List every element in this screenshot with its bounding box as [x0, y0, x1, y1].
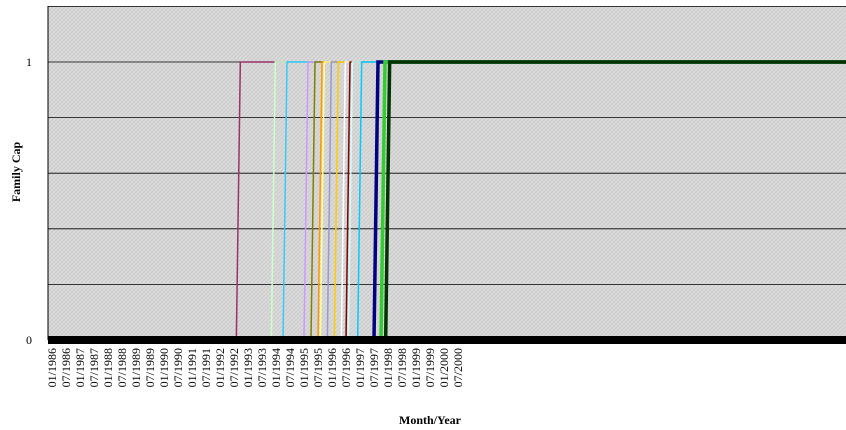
- x-axis-title: Month/Year: [399, 413, 462, 427]
- y-tick-label: 0: [26, 333, 32, 347]
- x-tick-label: 07/1999: [423, 348, 437, 387]
- x-tick-labels: 01/1986 07/1986 01/1987 07/1987 01/1988 07/19…: [45, 340, 465, 387]
- x-tick-label: 01/2000: [437, 348, 451, 387]
- x-tick-label: 01/1987: [73, 348, 87, 387]
- x-tick-label: 07/1992: [227, 348, 241, 387]
- x-tick-label: 01/1996: [325, 348, 339, 387]
- x-tick-label: 07/1991: [199, 348, 213, 387]
- x-tick-label: 07/1990: [171, 348, 185, 387]
- x-tick-label: 01/1994: [269, 348, 283, 387]
- x-tick-label: 07/1996: [339, 348, 353, 387]
- x-tick-label: 07/1989: [143, 348, 157, 387]
- series-layer: [235, 60, 846, 341]
- x-tick-label: 01/1991: [185, 348, 199, 387]
- x-tick-label: 07/1986: [59, 348, 73, 387]
- x-tick-label: 01/1989: [129, 348, 143, 387]
- x-tick-label: 01/1988: [101, 348, 115, 387]
- x-tick-label: 07/1987: [87, 348, 101, 387]
- y-tick-label: 1: [26, 55, 32, 69]
- x-tick-label: 07/1988: [115, 348, 129, 387]
- x-tick-label: 07/1997: [367, 348, 381, 387]
- y-axis-title: Family Cap: [9, 142, 23, 203]
- x-tick-label: 07/1994: [283, 348, 297, 387]
- x-tick-label: 01/1993: [241, 348, 255, 387]
- x-tick-label: 01/1998: [381, 348, 395, 387]
- x-tick-label: 07/2000: [451, 348, 465, 387]
- x-tick-label: 01/1999: [409, 348, 423, 387]
- x-tick-label: 01/1990: [157, 348, 171, 387]
- x-tick-label: 07/1995: [311, 348, 325, 387]
- grid-lines: [48, 6, 846, 285]
- x-tick-label: 07/1998: [395, 348, 409, 387]
- x-tick-label: 01/1995: [297, 348, 311, 387]
- series-line-16: [383, 60, 846, 341]
- x-tick-label: 01/1986: [45, 348, 59, 387]
- x-tick-label: 01/1997: [353, 348, 367, 387]
- x-tick-label: 01/1992: [213, 348, 227, 387]
- y-tick-labels: 01: [26, 55, 32, 347]
- x-tick-label: 07/1993: [255, 348, 269, 387]
